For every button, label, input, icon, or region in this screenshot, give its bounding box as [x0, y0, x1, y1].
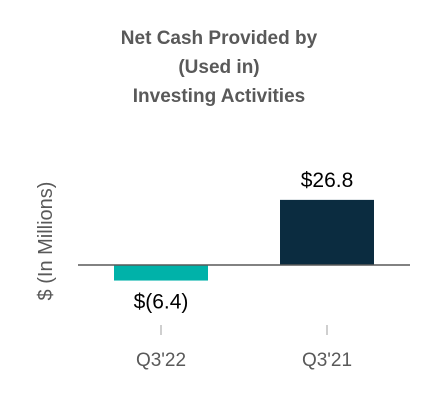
- data-label-1: $26.8: [301, 169, 354, 192]
- bar-0: [114, 265, 208, 281]
- chart-title: Net Cash Provided by (Used in) Investing…: [121, 28, 318, 107]
- data-label-0: $(6.4): [134, 291, 189, 314]
- x-axis-tick-labels: Q3'22 Q3'21: [136, 350, 352, 371]
- chart-title-line-1: Net Cash Provided by: [121, 28, 318, 49]
- chart-title-line-2: (Used in): [178, 57, 259, 78]
- chart-title-line-3: Investing Activities: [133, 86, 305, 107]
- x-tick-label-0: Q3'22: [136, 350, 186, 371]
- y-axis-label: $ (In Millions): [35, 182, 57, 301]
- bar-1: [280, 199, 374, 265]
- bars: [114, 199, 374, 281]
- x-axis-ticks: [160, 325, 328, 335]
- data-labels: $(6.4) $26.8: [134, 169, 354, 314]
- x-tick-label-1: Q3'21: [302, 350, 352, 371]
